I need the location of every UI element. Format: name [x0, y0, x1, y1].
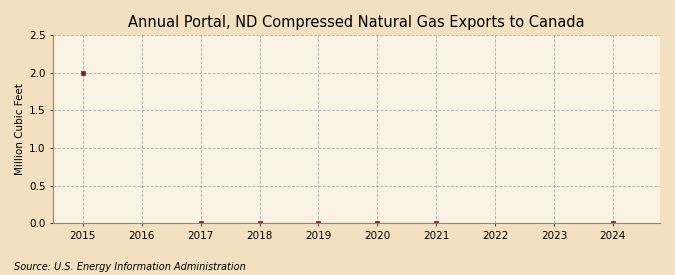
Title: Annual Portal, ND Compressed Natural Gas Exports to Canada: Annual Portal, ND Compressed Natural Gas… — [128, 15, 585, 30]
Y-axis label: Million Cubic Feet: Million Cubic Feet — [15, 83, 25, 175]
Text: Source: U.S. Energy Information Administration: Source: U.S. Energy Information Administ… — [14, 262, 245, 272]
